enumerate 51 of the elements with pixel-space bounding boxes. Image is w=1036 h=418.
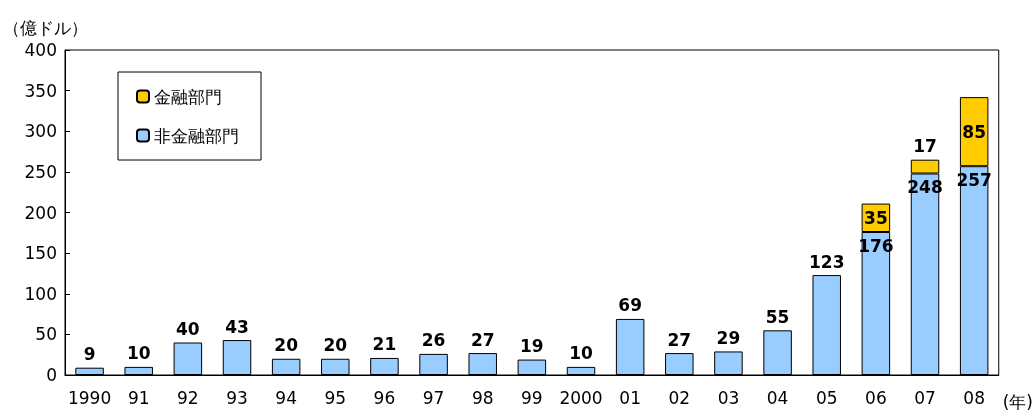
data-label: 17 xyxy=(913,136,937,157)
x-tick-label: 94 xyxy=(275,387,297,408)
legend-label: 非金融部門 xyxy=(154,125,239,146)
x-tick-label: 04 xyxy=(766,387,789,408)
x-axis-title: (年) xyxy=(1002,391,1033,412)
y-tick-label: 350 xyxy=(24,80,57,101)
x-tick-label: 91 xyxy=(127,387,150,408)
data-label: 55 xyxy=(765,306,790,327)
x-tick-label: 95 xyxy=(324,387,347,408)
y-tick-label: 150 xyxy=(24,243,57,264)
data-label: 29 xyxy=(716,327,741,348)
data-label: 27 xyxy=(470,329,495,350)
legend-label: 金融部門 xyxy=(154,86,222,107)
x-tick-label: 96 xyxy=(373,387,396,408)
x-tick-label: 03 xyxy=(717,387,740,408)
x-tick-label: 93 xyxy=(226,387,248,408)
data-label: 27 xyxy=(667,329,692,350)
x-tick-label: 02 xyxy=(668,387,691,408)
y-tick-label: 0 xyxy=(46,365,57,385)
data-label: 10 xyxy=(569,343,593,364)
y-tick-label: 50 xyxy=(35,324,57,345)
x-tick-label: 92 xyxy=(177,387,199,408)
data-label: 85 xyxy=(962,121,986,142)
data-label: 43 xyxy=(225,316,249,337)
x-tick-label: 97 xyxy=(422,387,445,408)
data-label: 20 xyxy=(323,335,348,356)
y-axis-title: （億ドル） xyxy=(3,17,88,38)
y-tick-label: 100 xyxy=(24,283,57,304)
data-label: 10 xyxy=(126,343,151,364)
x-tick-label: 1990 xyxy=(67,387,112,408)
y-tick-label: 300 xyxy=(24,121,57,142)
data-label: 40 xyxy=(176,319,200,339)
x-tick-label: 06 xyxy=(865,387,887,408)
y-tick-label: 200 xyxy=(24,202,57,223)
data-label: 19 xyxy=(520,336,544,357)
data-label: 9 xyxy=(83,344,96,365)
x-tick-label: 99 xyxy=(521,387,543,408)
data-label: 26 xyxy=(421,330,446,351)
y-tick-label: 250 xyxy=(24,161,57,182)
data-label: 35 xyxy=(864,207,888,228)
data-label: 69 xyxy=(618,295,642,316)
data-label: 20 xyxy=(274,335,299,356)
data-label: 123 xyxy=(808,251,845,272)
x-tick-label: 08 xyxy=(963,387,985,408)
x-tick-label: 01 xyxy=(619,387,641,408)
y-tick-label: 400 xyxy=(24,40,57,60)
x-tick-label: 98 xyxy=(471,387,494,408)
x-tick-label: 2000 xyxy=(559,387,603,408)
x-tick-label: 05 xyxy=(815,387,838,408)
x-tick-label: 07 xyxy=(914,387,936,408)
data-label: 21 xyxy=(372,334,397,355)
